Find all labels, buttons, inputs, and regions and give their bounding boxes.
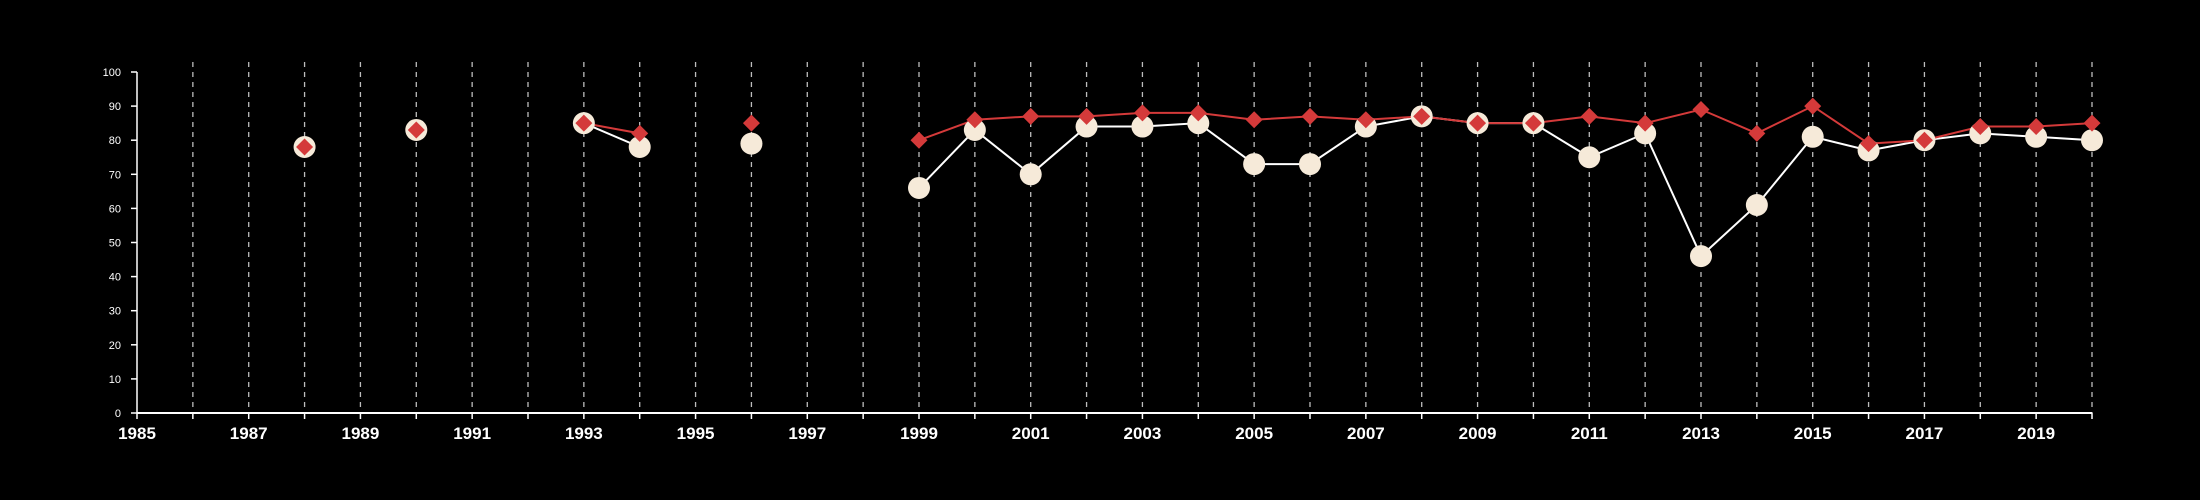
x-tick-label: 1997 [788,424,826,443]
data-point-circle [908,176,930,199]
data-point-diamond [2083,114,2101,132]
x-tick-label: 2007 [1347,424,1385,443]
data-point-diamond [1692,101,1710,119]
data-point-diamond [742,114,760,132]
data-point-circle [1690,245,1712,268]
data-point-circle [1578,146,1601,169]
y-tick-label: 10 [109,374,121,386]
data-point-diamond [1804,97,1822,115]
data-point-diamond [1022,107,1040,125]
x-tick-label: 2019 [2017,424,2055,443]
data-point-diamond [1915,131,1933,149]
data-point-diamond [966,111,984,129]
data-point-diamond [296,138,314,156]
y-tick-label: 60 [109,203,121,215]
data-point-diamond [575,114,593,132]
data-point-circle [1131,115,1154,138]
data-point-circle [2025,125,2048,148]
x-tick-label: 1995 [677,424,715,443]
data-point-diamond [407,121,425,139]
y-tick-label: 100 [103,67,121,79]
y-tick-label: 80 [109,135,121,147]
data-point-circle [2081,129,2103,152]
data-point-diamond [1636,114,1654,132]
axes: 1985 1987 1989 1991 1993 1995 1997 1999 2001 2003… [103,67,2093,443]
data-point-circle [963,118,986,141]
x-tick-label: 1987 [230,424,268,443]
x-tick-label: 2011 [1571,424,1608,443]
data-point-diamond [1524,114,1542,132]
data-point-circle [1745,193,1768,216]
y-tick-label: 30 [109,306,121,318]
data-point-diamond [2027,118,2045,136]
y-tick-label: 20 [109,340,121,352]
y-tick-label: 50 [109,238,121,250]
data-point-circle [1243,153,1266,176]
data-point-diamond [631,124,649,142]
y-tick-label: 70 [109,169,121,181]
x-tick-label: 2001 [1012,424,1050,443]
data-point-diamond [1133,104,1151,122]
x-tick-label: 1999 [900,424,938,443]
data-point-diamond [1748,124,1766,142]
data-point-circle [1634,122,1657,145]
data-point-circle [1801,125,1824,148]
x-tick-label: 2015 [1794,424,1832,443]
x-tick-label: 1989 [342,424,380,443]
x-tick-label: 1991 [453,424,491,443]
data-point-diamond [1301,107,1319,125]
data-point-diamond [1580,107,1598,125]
x-tick-label: 2005 [1235,424,1273,443]
data-point-circle [628,136,651,159]
data-point-diamond [910,131,928,149]
x-tick-label: 2009 [1459,424,1497,443]
series-group [293,97,2103,268]
x-tick-label: 2017 [1906,424,1944,443]
data-point-diamond [1078,107,1096,125]
data-point-diamond [1469,114,1487,132]
data-point-circle [1019,163,1042,186]
data-point-diamond [1971,118,1989,136]
data-point-diamond [1189,104,1207,122]
data-point-diamond [1245,111,1263,129]
x-tick-label: 2013 [1682,424,1720,443]
data-point-circle [740,132,763,155]
data-point-diamond [1413,107,1431,125]
x-tick-label: 1993 [565,424,603,443]
data-point-circle [1075,115,1098,138]
x-tick-label: 1985 [118,424,156,443]
gridlines [192,62,2093,413]
data-point-circle [1187,112,1210,135]
data-point-circle [1299,153,1321,176]
series-line-diamond [918,104,2093,145]
y-tick-label: 0 [115,408,121,420]
x-tick-label: 2003 [1124,424,1162,443]
data-point-diamond [1357,111,1375,129]
y-tick-label: 90 [109,101,121,113]
data-point-diamond [1860,135,1878,153]
y-tick-label: 40 [109,272,121,284]
